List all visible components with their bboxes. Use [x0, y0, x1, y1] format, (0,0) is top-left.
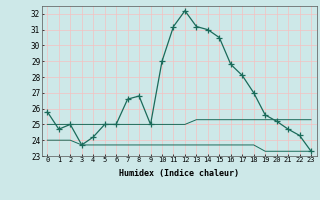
X-axis label: Humidex (Indice chaleur): Humidex (Indice chaleur)	[119, 169, 239, 178]
